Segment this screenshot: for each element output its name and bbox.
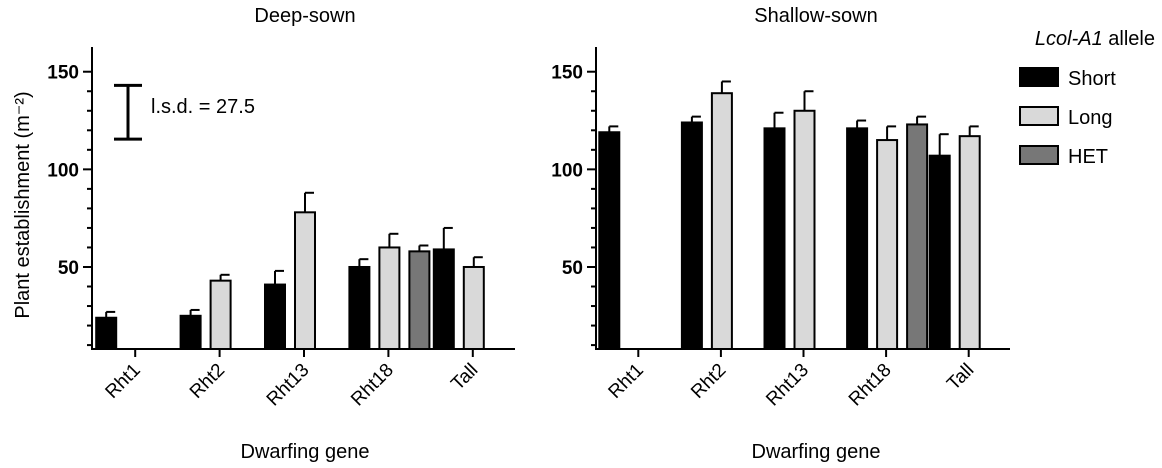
- bar-short-rht13: [763, 127, 786, 350]
- x-tick-label: Tall: [447, 360, 482, 395]
- bar-long-tall: [958, 135, 981, 350]
- bar-short-rht1: [598, 131, 621, 350]
- legend-label-short: Short: [1068, 68, 1116, 90]
- bar-short-rht1: [95, 316, 118, 350]
- y-axis-label: Plant establishment (m⁻²): [12, 91, 34, 318]
- legend-label-long: Long: [1068, 107, 1113, 129]
- bar-het-rht18: [408, 250, 431, 350]
- legend: Lcol-A1 allele Short Long HET: [1019, 28, 1155, 168]
- y-tick-label: 50: [562, 258, 583, 279]
- x-axis-label: Dwarfing gene: [241, 441, 370, 463]
- x-tick-label: Rht2: [687, 360, 730, 403]
- legend-swatch-het: [1019, 145, 1059, 165]
- bar-long-tall: [462, 265, 485, 350]
- y-tick-label: 150: [551, 63, 583, 84]
- bar-long-rht2: [209, 279, 232, 350]
- bar-short-rht18: [348, 265, 371, 350]
- x-tick-label: Rht13: [762, 360, 813, 411]
- bar-short-tall: [928, 154, 951, 350]
- bar-long-rht18: [378, 246, 401, 350]
- legend-swatch-short: [1019, 67, 1059, 87]
- bar-short-rht18: [846, 127, 869, 350]
- bar-short-rht2: [680, 121, 703, 351]
- x-tick-label: Rht2: [186, 360, 229, 403]
- bar-long-rht13: [793, 109, 816, 351]
- x-tick-label: Tall: [943, 360, 978, 395]
- x-tick-label: Rht18: [845, 360, 896, 411]
- legend-swatch-long: [1019, 106, 1059, 126]
- bar-long-rht2: [710, 92, 733, 350]
- bar-long-rht18: [876, 139, 899, 350]
- bar-long-rht13: [294, 211, 316, 350]
- legend-title-italic: Lcol-A1: [1035, 28, 1103, 50]
- bar-short-rht2: [179, 314, 202, 350]
- x-tick-label: Rht18: [347, 360, 398, 411]
- y-tick-label: 100: [47, 160, 79, 181]
- bar-short-tall: [432, 248, 455, 350]
- panel-title: Deep-sown: [254, 5, 355, 27]
- panel-shallow-sown: Shallow-sown 50 100 150 Rht1 Rht2 Rht13 Rht18 Ta…: [551, 5, 1010, 463]
- y-tick-label: 150: [47, 63, 79, 84]
- panel-deep-sown: Deep-sown 50 100 150 Rht1 Rht2 Rht13 Rht18 Tall D…: [47, 5, 515, 463]
- legend-title: Lcol-A1 allele: [1035, 28, 1155, 50]
- bar-het-rht18: [906, 123, 929, 350]
- y-tick-label: 100: [551, 160, 583, 181]
- legend-title-rest: allele: [1103, 28, 1155, 50]
- lsd-label: l.s.d. = 27.5: [151, 96, 255, 118]
- x-tick-label: Rht1: [605, 360, 648, 403]
- x-tick-label: Rht13: [263, 360, 314, 411]
- y-tick-label: 50: [58, 258, 79, 279]
- lsd-annotation: l.s.d. = 27.5: [114, 83, 255, 141]
- legend-label-het: HET: [1068, 146, 1108, 168]
- bar-short-rht13: [264, 283, 286, 351]
- x-tick-label: Rht1: [102, 360, 145, 403]
- x-axis-label: Dwarfing gene: [752, 441, 881, 463]
- panel-title: Shallow-sown: [754, 5, 877, 27]
